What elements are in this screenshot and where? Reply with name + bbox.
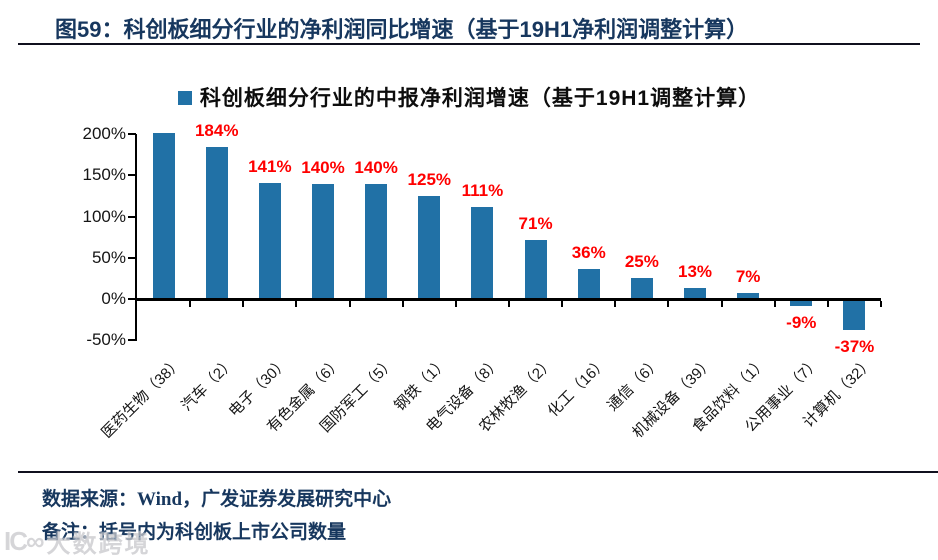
x-axis-tick — [880, 301, 882, 307]
figure-title: 图59：科创板细分行业的净利润同比增速（基于19H1净利润调整计算） — [55, 17, 749, 42]
bar — [737, 293, 760, 299]
x-axis-line — [135, 298, 881, 301]
bar — [843, 299, 866, 330]
bar — [684, 288, 706, 299]
x-axis-tick — [561, 301, 564, 307]
bar — [630, 278, 653, 299]
x-axis-category-label: 医药生物（38） — [98, 354, 186, 442]
y-axis-tick-label: 0% — [101, 289, 126, 308]
title-divider-line — [18, 43, 920, 45]
y-axis-tick-label: 150% — [82, 165, 126, 185]
bar-value-label: 184% — [194, 121, 239, 141]
x-axis-tick — [667, 301, 670, 307]
y-axis-line — [135, 134, 137, 341]
y-axis-tick — [128, 174, 136, 177]
bar — [365, 183, 388, 299]
bar-value-label: 140% — [354, 157, 398, 177]
bar-value-label: 7% — [735, 267, 761, 287]
y-axis-tick-label: -50% — [86, 330, 126, 350]
x-axis-tick — [508, 301, 510, 307]
y-axis-tick — [128, 298, 136, 300]
bar-value-label: 36% — [571, 243, 606, 263]
x-axis-tick — [295, 301, 298, 307]
bar-value-label: 141% — [248, 156, 292, 176]
x-axis-tick — [348, 301, 351, 307]
bar-value-label: 25% — [624, 252, 659, 272]
x-axis-tick — [773, 301, 776, 307]
x-axis-tick — [720, 301, 723, 307]
y-axis-tick — [128, 339, 136, 342]
footnote-text: 备注：括号内为科创板上市公司数量 — [42, 522, 347, 543]
x-axis-tick — [454, 301, 457, 307]
x-axis-tick — [189, 301, 192, 307]
legend-swatch-icon — [177, 91, 192, 105]
bar-value-label: 111% — [461, 181, 504, 201]
bar — [258, 182, 281, 299]
x-axis-tick — [614, 301, 617, 307]
x-axis-tick — [826, 301, 829, 307]
bar-value-label: -9% — [786, 313, 817, 333]
bar-value-label: 13% — [677, 262, 713, 282]
bar — [577, 269, 600, 299]
y-axis-tick — [128, 256, 136, 259]
bar-value-label: 71% — [518, 214, 553, 234]
y-axis-tick — [128, 133, 136, 135]
legend-series-label: 科创板细分行业的中报净利润增速（基于19H1调整计算） — [199, 87, 761, 110]
y-axis-tick-label: 200% — [82, 124, 126, 143]
y-axis-tick-label: 50% — [91, 247, 126, 267]
bar — [471, 207, 494, 299]
bar-value-label: 140% — [301, 157, 345, 177]
footer-divider-line — [18, 471, 938, 473]
y-axis-tick — [128, 215, 136, 218]
bar-value-label: -37% — [834, 336, 875, 356]
y-axis-tick-label: 100% — [82, 206, 126, 226]
bar — [205, 147, 228, 299]
x-axis-tick — [242, 301, 245, 307]
bar — [524, 240, 547, 299]
data-source-text: 数据来源：Wind，广发证券发展研究中心 — [42, 489, 392, 510]
x-axis-tick — [401, 301, 404, 307]
bar — [152, 133, 175, 299]
bar — [418, 195, 441, 299]
bar — [312, 183, 334, 299]
bar — [790, 299, 813, 307]
chart-legend: 科创板细分行业的中报净利润增速（基于19H1调整计算） — [0, 82, 938, 112]
bar-value-label: 125% — [407, 169, 452, 189]
